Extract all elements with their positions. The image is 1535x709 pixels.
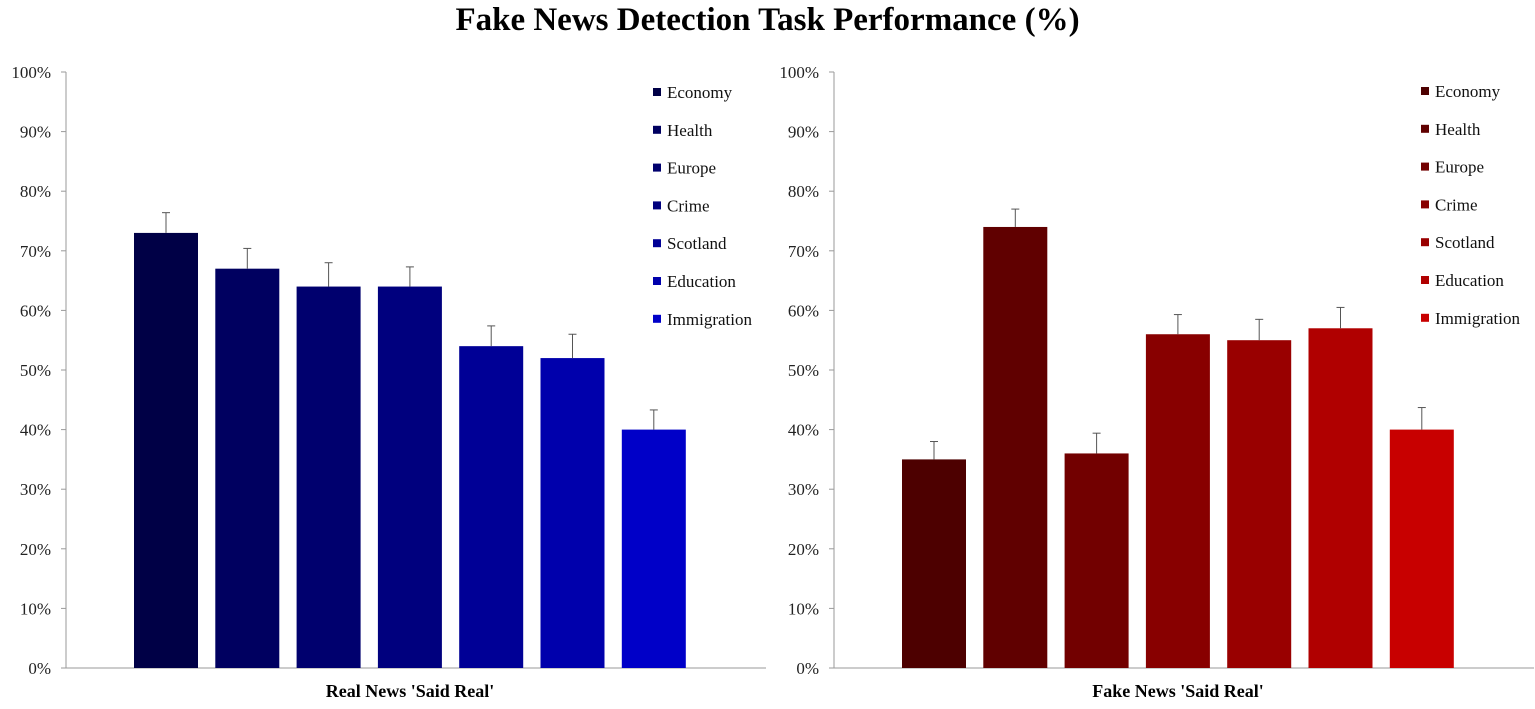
y-tick-label: 80% xyxy=(20,182,51,201)
y-tick-label: 0% xyxy=(28,659,51,678)
legend-label: Education xyxy=(667,272,736,291)
y-tick-label: 30% xyxy=(20,480,51,499)
legend-label: Education xyxy=(1435,271,1504,290)
y-tick-label: 70% xyxy=(788,242,819,261)
bar-economy xyxy=(134,232,198,669)
y-tick-label: 90% xyxy=(20,123,51,142)
y-tick-label: 10% xyxy=(20,599,51,618)
legend-swatch xyxy=(1421,162,1429,171)
bar-scotland xyxy=(1227,340,1292,668)
bar-europe xyxy=(296,286,361,668)
legend-label: Economy xyxy=(667,83,733,102)
chart-title: Fake News Detection Task Performance (%) xyxy=(455,2,1080,38)
legend-swatch xyxy=(653,201,661,210)
legend-swatch xyxy=(1421,87,1429,95)
bar-economy xyxy=(902,459,966,668)
legend-label: Immigration xyxy=(1435,309,1520,328)
y-tick-label: 90% xyxy=(788,123,819,142)
y-tick-label: 40% xyxy=(20,421,51,440)
legend-label: Europe xyxy=(667,159,716,178)
legend-label: Scotland xyxy=(667,234,727,253)
legend-label: Health xyxy=(667,121,713,140)
bar-education xyxy=(540,358,605,668)
bar-scotland xyxy=(459,346,524,668)
legend-label: Europe xyxy=(1435,158,1484,177)
y-tick-label: 50% xyxy=(20,361,51,380)
y-tick-label: 0% xyxy=(796,659,819,678)
bar-health xyxy=(983,226,1048,668)
legend-swatch xyxy=(653,163,661,172)
legend-swatch xyxy=(653,239,661,248)
y-tick-label: 60% xyxy=(788,301,819,320)
y-tick-label: 60% xyxy=(20,301,51,320)
x-axis-title: Real News 'Said Real' xyxy=(326,681,495,701)
legend-label: Crime xyxy=(667,196,710,215)
legend-label: Health xyxy=(1435,120,1481,139)
bar-crime xyxy=(1145,334,1210,668)
legend-swatch xyxy=(653,277,661,285)
legend-label: Crime xyxy=(1435,195,1478,214)
y-tick-label: 30% xyxy=(788,480,819,499)
fake-news-chart: 0% 10% 20% 30% 40% 50% 60% 70% 80% 90% 100% Economy… xyxy=(779,63,1534,701)
legend-swatch xyxy=(1421,200,1429,209)
bar-education xyxy=(1308,328,1373,668)
real-news-chart: 0% 10% 20% 30% 40% 50% 60% 70% 80% 90% 100% Economy… xyxy=(11,63,766,701)
bar-health xyxy=(215,268,280,668)
legend-label: Scotland xyxy=(1435,233,1495,252)
y-tick-label: 20% xyxy=(788,540,819,559)
bar-crime xyxy=(377,286,442,668)
y-tick-label: 100% xyxy=(779,63,819,82)
bar-immigration xyxy=(1389,429,1454,668)
legend-swatch xyxy=(653,88,661,96)
legend-swatch xyxy=(1421,276,1429,284)
legend-label: Economy xyxy=(1435,82,1501,101)
y-tick-label: 40% xyxy=(788,421,819,440)
y-tick-label: 20% xyxy=(20,540,51,559)
y-tick-label: 70% xyxy=(20,242,51,261)
y-tick-label: 50% xyxy=(788,361,819,380)
y-tick-label: 80% xyxy=(788,182,819,201)
legend-swatch xyxy=(1421,313,1429,322)
legend-swatch xyxy=(653,314,661,323)
y-tick-label: 100% xyxy=(11,63,51,82)
legend-swatch xyxy=(1421,124,1429,133)
x-axis-title: Fake News 'Said Real' xyxy=(1092,681,1264,701)
legend-swatch xyxy=(653,125,661,134)
bar-europe xyxy=(1064,453,1129,668)
legend-swatch xyxy=(1421,238,1429,247)
y-tick-label: 10% xyxy=(788,599,819,618)
legend-label: Immigration xyxy=(667,310,752,329)
bar-immigration xyxy=(621,429,686,668)
